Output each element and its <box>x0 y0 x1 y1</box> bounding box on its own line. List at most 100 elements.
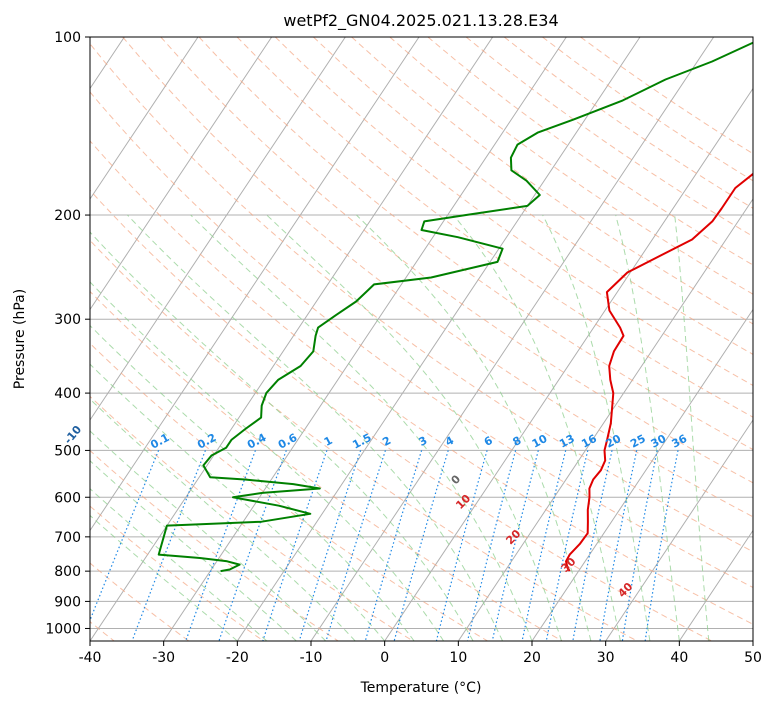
dry-adiabat-line <box>503 37 753 209</box>
mixing-ratio-label: 0.2 <box>195 431 218 452</box>
dry-adiabat-line <box>90 342 488 641</box>
y-tick-label: 300 <box>54 312 81 328</box>
isotherm-line <box>752 640 753 641</box>
isotherm-line <box>457 198 753 641</box>
y-tick-label: 600 <box>54 490 81 506</box>
moist-adiabat-line <box>615 214 680 641</box>
mixing-ratio-label: 0.4 <box>245 431 269 452</box>
mixing-ratio-label: 4 <box>443 434 456 449</box>
isotherm-label: 30 <box>559 555 579 575</box>
mixing-ratio-label: 20 <box>604 432 624 451</box>
isotherm-line <box>678 529 753 641</box>
plot-frame <box>89 36 754 642</box>
dry-adiabat-line <box>160 37 753 484</box>
mixing-ratio-label: 2 <box>380 434 393 449</box>
y-tick-label: 500 <box>54 443 81 459</box>
dry-adiabat-line <box>90 189 712 641</box>
moist-adiabat-line <box>266 214 562 641</box>
isotherm-label: 0 <box>449 472 464 487</box>
x-tick-label: 50 <box>744 650 762 666</box>
annotation-layer: 0.10.20.40.611.52346810131620253036-100-… <box>62 423 690 600</box>
mixing-ratio-line <box>90 450 160 622</box>
moist-adiabat-line <box>90 231 474 641</box>
mixing-ratio-label: 25 <box>628 432 648 451</box>
y-tick-label: 100 <box>54 30 81 46</box>
moist-adiabat-line <box>542 214 651 641</box>
x-tick-label: -30 <box>152 650 175 666</box>
moist-adiabat-line <box>90 398 356 641</box>
dry-adiabat-line <box>580 37 753 155</box>
isotherm-line <box>90 37 199 200</box>
dry-adiabat-line <box>427 37 753 266</box>
dry-adiabat-line <box>198 37 753 451</box>
mixing-ratio-line <box>435 450 488 641</box>
dry-adiabat-line <box>90 395 414 641</box>
x-tick-label: 0 <box>380 650 389 666</box>
mixing-ratio-label: 36 <box>670 432 690 451</box>
mixing-ratio-line <box>599 450 638 641</box>
chart-title: wetPf2_GN04.2025.021.13.28.E34 <box>283 11 558 31</box>
x-tick-label: -40 <box>79 650 102 666</box>
temperature-profile-line <box>565 172 753 572</box>
mixing-ratio-label: 0.1 <box>148 431 171 452</box>
y-tick-label: 400 <box>54 386 81 402</box>
x-tick-label: 10 <box>449 650 467 666</box>
y-tick-label: 900 <box>54 594 81 610</box>
mixing-ratio-line <box>572 450 613 641</box>
mixing-ratio-line <box>644 450 679 641</box>
moist-adiabat-line <box>190 214 533 641</box>
dry-adiabat-line <box>389 37 753 295</box>
mixing-ratio-label: 16 <box>579 432 599 451</box>
moist-adiabat-line <box>90 363 386 641</box>
moist-adiabat-line <box>674 214 710 641</box>
x-tick-label: 20 <box>523 650 541 666</box>
y-tick-label: 700 <box>54 530 81 546</box>
moist-adiabat-line <box>90 460 297 641</box>
moist-adiabat-line <box>127 214 503 641</box>
x-tick-label: -20 <box>226 650 249 666</box>
dry-adiabat-line <box>313 37 753 355</box>
x-tick-label: -10 <box>300 650 323 666</box>
y-tick-label: 800 <box>54 564 81 580</box>
dry-adiabat-line <box>122 37 753 518</box>
mixing-ratio-label: 13 <box>557 432 577 451</box>
dry-adiabat-line <box>90 449 339 641</box>
moist-adiabat-line <box>90 514 238 641</box>
isotherm-line <box>605 419 753 641</box>
profile-layer <box>157 41 753 573</box>
mixing-ratio-label: 0.6 <box>276 431 300 452</box>
mixing-ratio-line <box>545 450 589 641</box>
y-axis-label: Pressure (hPa) <box>12 289 28 389</box>
dry-adiabat-line <box>90 140 753 625</box>
dewpoint-profile-line <box>157 41 753 573</box>
dry-adiabat-line <box>90 91 753 589</box>
x-tick-label: 40 <box>670 650 688 666</box>
mixing-ratio-line <box>364 450 423 641</box>
isotherm-line <box>90 37 346 421</box>
mixing-ratio-label: 1.5 <box>350 431 373 452</box>
dry-adiabat-line <box>90 290 563 641</box>
y-tick-label: 1000 <box>45 621 81 637</box>
mixing-ratio-line <box>393 450 449 641</box>
dry-adiabat-line <box>236 37 753 418</box>
mixing-ratio-line <box>491 450 539 641</box>
isotherm-line <box>90 37 273 311</box>
moist-adiabat-line <box>90 430 327 641</box>
mixing-ratio-line <box>262 450 328 641</box>
dry-adiabat-line <box>351 37 753 325</box>
dry-adiabat-line <box>90 239 638 641</box>
isotherm-line <box>90 37 494 641</box>
moist-adiabat-line <box>90 281 445 641</box>
isotherm-line <box>531 308 753 641</box>
x-tick-label: 30 <box>597 650 615 666</box>
mixing-ratio-label: 6 <box>482 434 495 449</box>
mixing-ratio-label: 1 <box>322 434 335 449</box>
isotherm-line <box>236 37 641 641</box>
moist-adiabat-line <box>453 214 621 641</box>
mixing-ratio-label: 3 <box>417 434 430 449</box>
mixing-ratio-label: 10 <box>530 432 550 451</box>
x-axis-label: Temperature (°C) <box>360 680 482 696</box>
mixing-ratio-line <box>621 450 658 641</box>
mixing-ratio-line <box>131 450 206 641</box>
